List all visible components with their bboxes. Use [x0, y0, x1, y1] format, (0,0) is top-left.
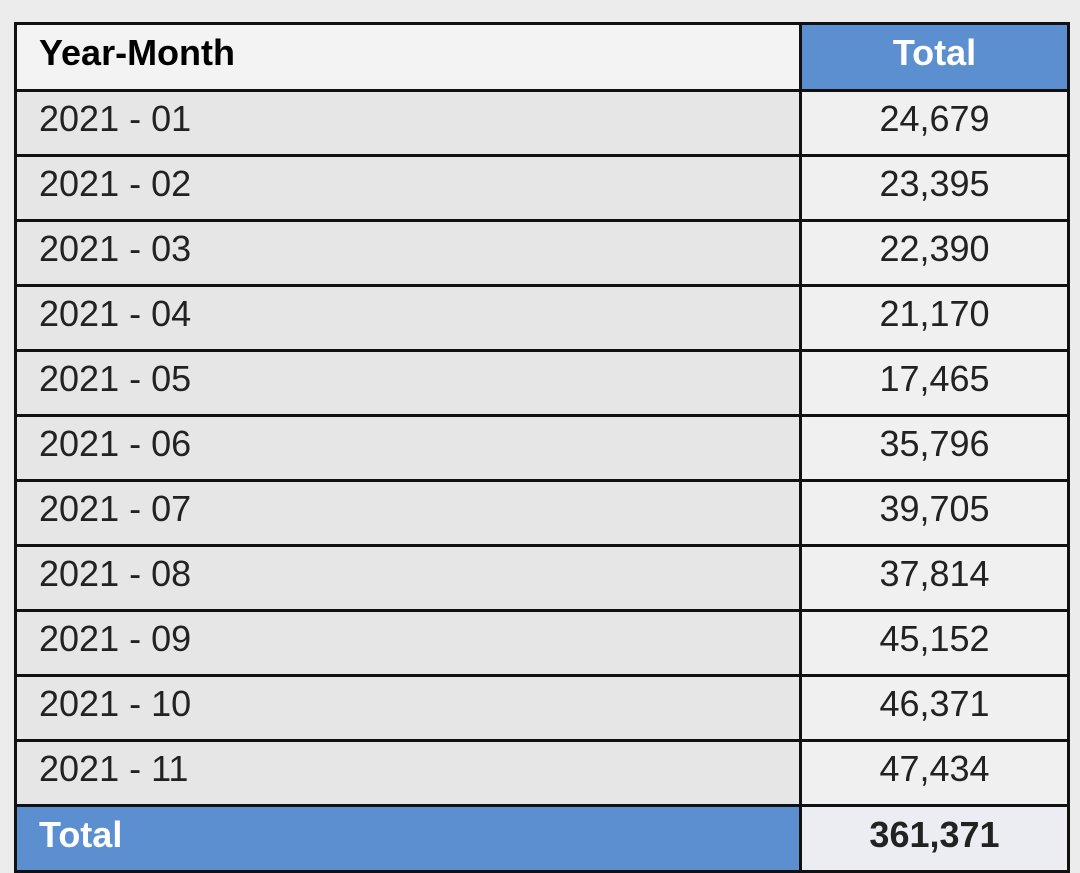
total-row-cell: 361,371	[799, 804, 1070, 873]
data-row: 2021 - 04 21,170	[14, 284, 1070, 352]
data-row-cell: 2021 - 07	[14, 479, 802, 547]
data-row-cell: 2021 - 10	[14, 674, 802, 742]
data-row: 2021 - 02 23,395	[14, 154, 1070, 222]
header-row-cell: Year-Month	[14, 22, 802, 92]
data-row-cell: 22,390	[799, 219, 1070, 287]
data-row-cell: 2021 - 08	[14, 544, 802, 612]
data-row-cell: 21,170	[799, 284, 1070, 352]
data-row-cell: 39,705	[799, 479, 1070, 547]
data-row: 2021 - 09 45,152	[14, 609, 1070, 677]
data-row-cell: 17,465	[799, 349, 1070, 417]
data-row-cell: 2021 - 11	[14, 739, 802, 807]
data-table: Year-Month Total 2021 - 01 24,679 2021 - 02 2…	[14, 22, 1070, 873]
data-row-cell: 2021 - 06	[14, 414, 802, 482]
data-row: 2021 - 06 35,796	[14, 414, 1070, 482]
data-row-cell: 2021 - 03	[14, 219, 802, 287]
data-row-cell: 24,679	[799, 89, 1070, 157]
data-row-cell: 45,152	[799, 609, 1070, 677]
data-row-cell: 2021 - 02	[14, 154, 802, 222]
data-row-cell: 35,796	[799, 414, 1070, 482]
data-row: 2021 - 03 22,390	[14, 219, 1070, 287]
header-row-cell: Total	[799, 22, 1070, 92]
data-row: 2021 - 01 24,679	[14, 89, 1070, 157]
data-row: 2021 - 07 39,705	[14, 479, 1070, 547]
data-row: 2021 - 08 37,814	[14, 544, 1070, 612]
data-row: 2021 - 05 17,465	[14, 349, 1070, 417]
data-row-cell: 2021 - 05	[14, 349, 802, 417]
data-row-cell: 47,434	[799, 739, 1070, 807]
header-row: Year-Month Total	[14, 22, 1070, 92]
data-row-cell: 23,395	[799, 154, 1070, 222]
data-row-cell: 2021 - 04	[14, 284, 802, 352]
data-row: 2021 - 10 46,371	[14, 674, 1070, 742]
data-row-cell: 2021 - 09	[14, 609, 802, 677]
data-row: 2021 - 11 47,434	[14, 739, 1070, 807]
data-row-cell: 37,814	[799, 544, 1070, 612]
data-row-cell: 46,371	[799, 674, 1070, 742]
total-row-cell: Total	[14, 804, 802, 873]
data-row-cell: 2021 - 01	[14, 89, 802, 157]
total-row: Total 361,371	[14, 804, 1070, 873]
